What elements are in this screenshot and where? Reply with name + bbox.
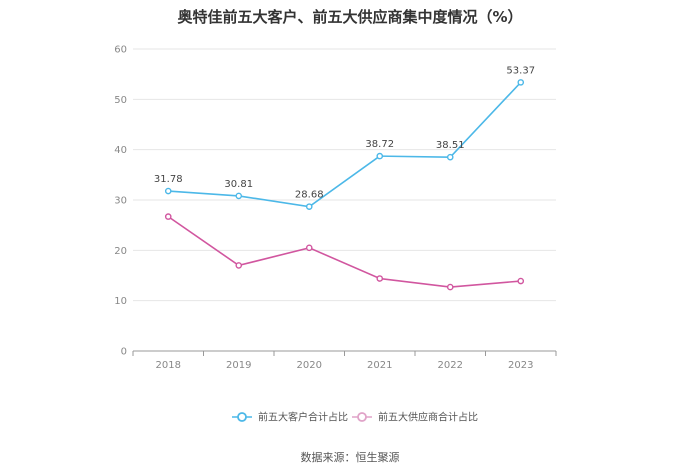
data-label: 38.72 bbox=[365, 139, 394, 150]
x-tick-label: 2021 bbox=[367, 360, 392, 371]
chart-title: 奥特佳前五大客户、前五大供应商集中度情况（%） bbox=[177, 8, 523, 26]
data-point bbox=[235, 192, 243, 200]
y-tick-label: 30 bbox=[114, 196, 127, 207]
series-line-0 bbox=[168, 81, 522, 208]
data-point bbox=[376, 275, 384, 282]
data-point bbox=[517, 79, 525, 86]
data-source: 数据来源：恒生聚源 bbox=[300, 451, 400, 464]
x-tick-label: 2023 bbox=[508, 360, 533, 371]
data-point bbox=[446, 283, 454, 291]
y-tick-label: 10 bbox=[114, 296, 127, 307]
x-tick-label: 2019 bbox=[226, 360, 251, 371]
series-line-1 bbox=[167, 215, 521, 288]
x-tick-label: 2022 bbox=[438, 360, 463, 371]
data-point bbox=[164, 187, 172, 195]
data-label: 31.78 bbox=[154, 174, 183, 185]
x-tick-label: 2020 bbox=[297, 360, 322, 371]
legend-marker-0 bbox=[237, 412, 247, 422]
data-point bbox=[164, 213, 172, 220]
x-tick-label: 2018 bbox=[156, 360, 181, 371]
data-point bbox=[517, 277, 525, 285]
y-tick-label: 0 bbox=[121, 347, 127, 358]
data-label: 30.81 bbox=[224, 179, 253, 190]
y-tick-label: 50 bbox=[114, 95, 127, 106]
legend-label-1: 前五大供应商合计占比 bbox=[378, 411, 478, 424]
y-tick-label: 40 bbox=[114, 145, 127, 156]
y-tick-label: 20 bbox=[114, 246, 127, 257]
y-tick-label: 60 bbox=[114, 45, 127, 56]
data-point bbox=[305, 244, 313, 252]
data-point bbox=[235, 262, 243, 269]
data-point bbox=[446, 153, 454, 161]
data-label: 38.51 bbox=[436, 140, 465, 151]
legend-marker-1 bbox=[357, 412, 367, 422]
data-point bbox=[305, 203, 313, 210]
data-label: 28.68 bbox=[295, 190, 324, 201]
data-label: 53.37 bbox=[506, 65, 535, 76]
legend-label-0: 前五大客户合计占比 bbox=[258, 411, 348, 424]
data-point bbox=[376, 152, 384, 160]
